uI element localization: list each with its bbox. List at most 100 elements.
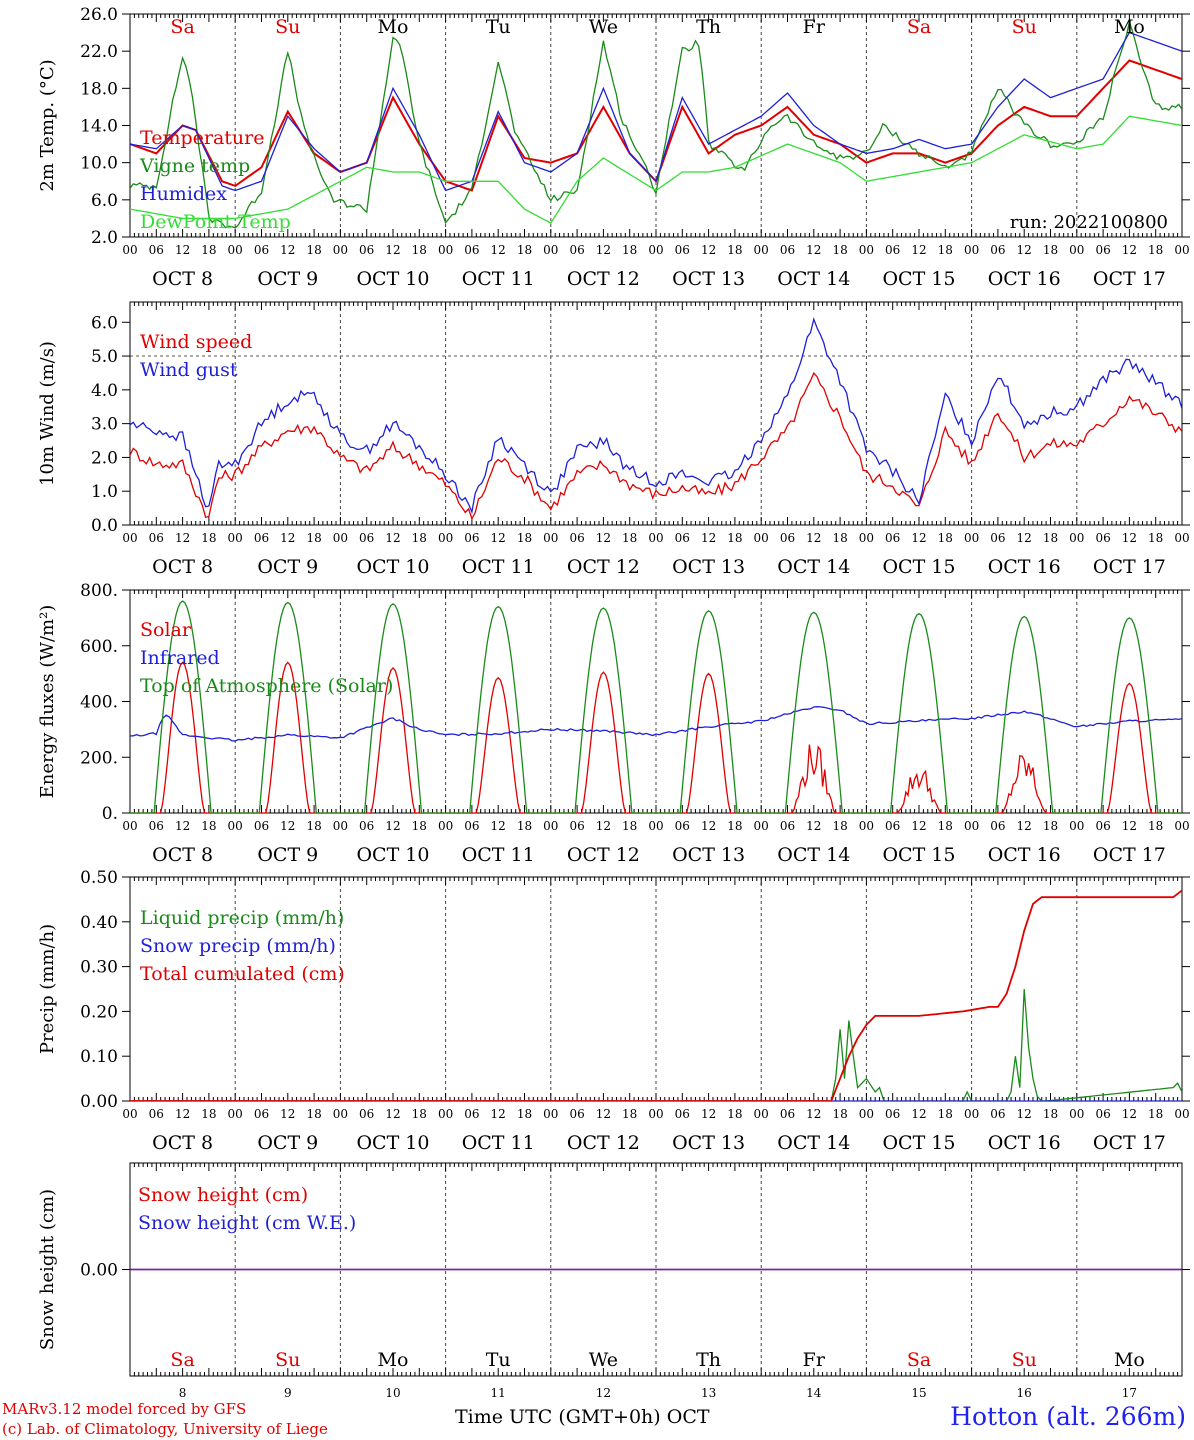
hour-tick-label: 06 bbox=[990, 243, 1005, 257]
day-number-label: 11 bbox=[491, 1386, 506, 1400]
y-tick-label: 14.0 bbox=[80, 117, 118, 137]
y-tick-label: 2.0 bbox=[91, 448, 118, 468]
weekday-label: Sa bbox=[907, 16, 931, 38]
legend-label: Humidex bbox=[140, 183, 227, 205]
hour-tick-label: 12 bbox=[806, 1107, 821, 1121]
legend-label: Temperature bbox=[140, 127, 264, 149]
date-label: OCT 11 bbox=[462, 556, 535, 578]
weekday-label: Sa bbox=[170, 16, 194, 38]
y-tick-label: 26.0 bbox=[80, 5, 118, 25]
date-label: OCT 16 bbox=[988, 844, 1061, 866]
date-label: OCT 14 bbox=[777, 556, 850, 578]
hour-tick-label: 12 bbox=[385, 531, 400, 545]
date-label: OCT 9 bbox=[257, 1132, 318, 1154]
hour-tick-label: 12 bbox=[491, 819, 506, 833]
station-name: Hotton (alt. 266m) bbox=[950, 1402, 1186, 1431]
hour-tick-label: 18 bbox=[306, 531, 321, 545]
hour-tick-label: 06 bbox=[464, 531, 479, 545]
legend-label: Solar bbox=[140, 619, 192, 641]
hour-tick-label: 00 bbox=[1174, 531, 1189, 545]
hour-tick-label: 06 bbox=[885, 819, 900, 833]
date-label: OCT 11 bbox=[462, 844, 535, 866]
legend-label: Vigne temp bbox=[139, 155, 250, 177]
date-label: OCT 15 bbox=[882, 844, 955, 866]
plot-frame bbox=[129, 13, 1183, 238]
hour-tick-label: 12 bbox=[175, 243, 190, 257]
date-label: OCT 14 bbox=[777, 1132, 850, 1154]
y-tick-label: 200. bbox=[80, 748, 118, 768]
hour-tick-label: 12 bbox=[1122, 819, 1137, 833]
date-label: OCT 10 bbox=[356, 556, 429, 578]
hour-tick-label: 18 bbox=[412, 1107, 427, 1121]
hour-tick-label: 12 bbox=[1017, 531, 1032, 545]
hour-tick-label: 06 bbox=[254, 819, 269, 833]
hour-tick-label: 00 bbox=[754, 819, 769, 833]
hour-tick-label: 18 bbox=[306, 243, 321, 257]
hour-tick-label: 12 bbox=[280, 243, 295, 257]
y-tick-label: 0.30 bbox=[80, 958, 118, 978]
weekday-label: Th bbox=[696, 16, 721, 38]
y-axis-label: Snow height (cm) bbox=[37, 1189, 58, 1350]
hour-tick-label: 12 bbox=[491, 531, 506, 545]
hour-tick-label: 00 bbox=[754, 243, 769, 257]
y-tick-label: 10.0 bbox=[80, 154, 118, 174]
date-label: OCT 15 bbox=[882, 1132, 955, 1154]
date-label: OCT 8 bbox=[152, 844, 213, 866]
series-line-top-of-atmosphere-solar- bbox=[130, 600, 1182, 813]
hour-tick-label: 00 bbox=[122, 243, 137, 257]
legend-label: Total cumulated (cm) bbox=[140, 963, 345, 985]
hour-tick-label: 00 bbox=[648, 819, 663, 833]
date-label: OCT 13 bbox=[672, 1132, 745, 1154]
date-label: OCT 11 bbox=[462, 268, 535, 290]
hour-tick-label: 06 bbox=[359, 243, 374, 257]
hour-tick-label: 00 bbox=[543, 243, 558, 257]
weekday-label: Tu bbox=[486, 16, 511, 38]
y-tick-label: 0.00 bbox=[80, 1092, 118, 1112]
series-line-wind-gust bbox=[130, 317, 1182, 515]
hour-tick-label: 06 bbox=[254, 1107, 269, 1121]
hour-tick-label: 00 bbox=[859, 243, 874, 257]
hour-tick-label: 06 bbox=[1095, 531, 1110, 545]
hour-tick-label: 18 bbox=[938, 1107, 953, 1121]
y-tick-label: 5.0 bbox=[91, 347, 118, 367]
date-label: OCT 15 bbox=[882, 268, 955, 290]
hour-tick-label: 18 bbox=[622, 243, 637, 257]
hour-tick-label: 00 bbox=[438, 819, 453, 833]
hour-tick-label: 18 bbox=[832, 1107, 847, 1121]
date-label: OCT 17 bbox=[1093, 268, 1166, 290]
hour-tick-label: 00 bbox=[333, 819, 348, 833]
date-label: OCT 13 bbox=[672, 556, 745, 578]
date-label: OCT 12 bbox=[567, 556, 640, 578]
legend-label: Snow precip (mm/h) bbox=[140, 935, 336, 957]
hour-tick-label: 12 bbox=[596, 243, 611, 257]
date-label: OCT 11 bbox=[462, 1132, 535, 1154]
y-axis-label: 10m Wind (m/s) bbox=[37, 341, 58, 486]
series-line-infrared bbox=[130, 706, 1182, 742]
date-label: OCT 10 bbox=[356, 268, 429, 290]
hour-tick-label: 18 bbox=[1043, 243, 1058, 257]
hour-tick-label: 00 bbox=[1174, 1107, 1189, 1121]
hour-tick-label: 18 bbox=[1043, 1107, 1058, 1121]
hour-tick-label: 00 bbox=[333, 1107, 348, 1121]
panel-3 bbox=[122, 589, 1190, 814]
legend-label: Liquid precip (mm/h) bbox=[140, 907, 344, 929]
weekday-label: Su bbox=[275, 16, 300, 38]
y-tick-label: 0.10 bbox=[80, 1047, 118, 1067]
date-label: OCT 12 bbox=[567, 268, 640, 290]
hour-tick-label: 18 bbox=[201, 819, 216, 833]
date-label: OCT 9 bbox=[257, 844, 318, 866]
date-label: OCT 13 bbox=[672, 268, 745, 290]
weekday-label: Mo bbox=[1114, 1349, 1145, 1371]
hour-tick-label: 06 bbox=[675, 531, 690, 545]
date-label: OCT 14 bbox=[777, 268, 850, 290]
hour-tick-label: 18 bbox=[727, 819, 742, 833]
hour-tick-label: 12 bbox=[911, 1107, 926, 1121]
y-tick-label: 22.0 bbox=[80, 42, 118, 62]
hour-tick-label: 18 bbox=[1043, 531, 1058, 545]
hour-tick-label: 00 bbox=[964, 1107, 979, 1121]
weekday-label: Sa bbox=[907, 1349, 931, 1371]
hour-tick-label: 06 bbox=[780, 1107, 795, 1121]
hour-tick-label: 06 bbox=[569, 243, 584, 257]
hour-tick-label: 06 bbox=[359, 819, 374, 833]
hour-tick-label: 18 bbox=[832, 819, 847, 833]
